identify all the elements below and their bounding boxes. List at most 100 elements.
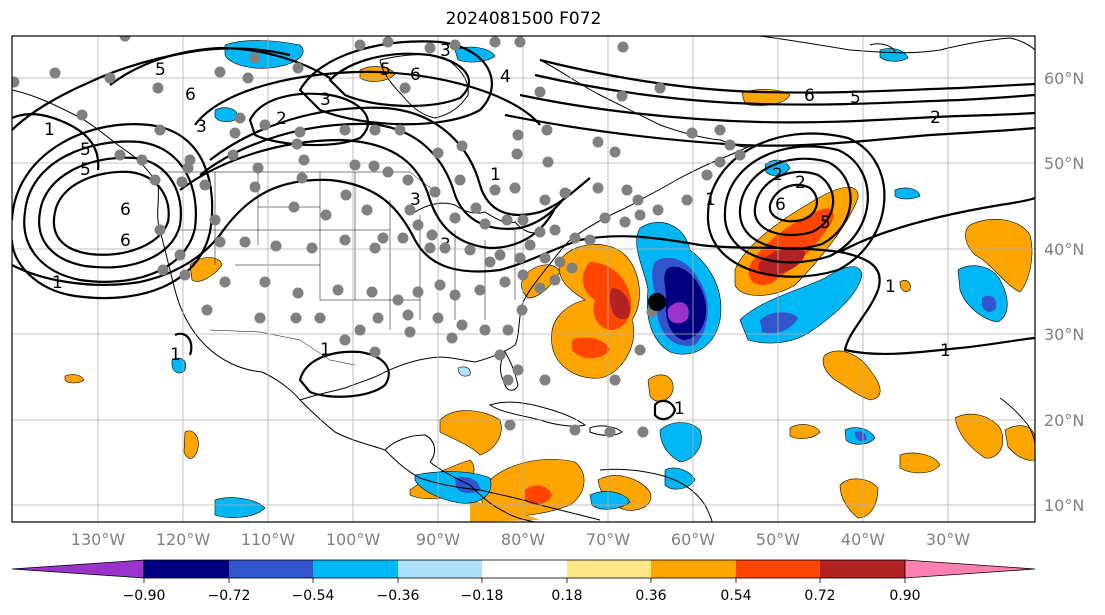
anomaly-red-south — [572, 337, 610, 359]
station-dot — [382, 166, 394, 178]
station-dot — [524, 239, 536, 251]
station-dot — [434, 279, 446, 291]
station-dot — [249, 181, 261, 193]
station-dot — [320, 209, 332, 221]
station-dot — [296, 172, 308, 184]
lon-label: 130°W — [71, 530, 126, 549]
contour-label: 2 — [795, 173, 806, 193]
station-dot — [424, 42, 436, 54]
contour-low-atl-3 — [738, 157, 852, 250]
colorbar-tick-label: −0.54 — [292, 588, 335, 604]
station-dot — [429, 186, 441, 198]
contour-label: 1 — [705, 190, 716, 210]
lon-label: 120°W — [156, 530, 211, 549]
station-dot — [259, 119, 271, 131]
station-dot — [619, 216, 631, 228]
station-dot — [517, 269, 529, 281]
contour-trough-3 — [209, 106, 591, 216]
anomaly-red-carib — [525, 485, 552, 505]
station-dot — [412, 286, 424, 298]
colorbar-extend-high — [904, 559, 1036, 579]
contour-label: 5 — [850, 88, 861, 108]
storm-position-marker — [648, 293, 666, 311]
station-dot — [229, 127, 241, 139]
grid-layer — [12, 36, 1035, 522]
station-dot — [254, 312, 266, 324]
station-dot — [339, 234, 351, 246]
contour-trough-1 — [179, 138, 556, 250]
station-dot — [566, 262, 578, 274]
lon-label: 50°W — [756, 530, 800, 549]
contour-low-pacific-2 — [38, 156, 182, 269]
anomaly-warm-w2 — [64, 374, 85, 384]
anomaly-purple-westatlantic — [667, 302, 689, 324]
anomaly-warm-sw — [189, 257, 223, 282]
anomaly-cool-ne — [764, 159, 791, 176]
contour-6-north — [328, 52, 471, 108]
contour-1-west — [12, 178, 881, 291]
station-dot — [270, 240, 282, 252]
station-dot — [502, 324, 514, 336]
contour-label: 2 — [772, 165, 783, 185]
contour-atl-ridge — [839, 196, 1035, 253]
contour-label: 3 — [440, 41, 451, 61]
colorbar-tick-label: −0.72 — [208, 588, 251, 604]
station-dot — [114, 149, 126, 161]
map-frame — [11, 35, 1036, 523]
lat-label: 20°N — [1044, 411, 1084, 430]
station-dot — [399, 82, 411, 94]
station-dot — [382, 36, 394, 48]
station-dot — [432, 312, 444, 324]
station-dot — [584, 234, 596, 246]
lon-label: 30°W — [926, 530, 970, 549]
anomaly-warm-carib2 — [439, 410, 502, 456]
station-dot — [294, 126, 306, 138]
latitude-labels: 60°N 50°N 40°N 30°N 20°N 10°N — [1044, 69, 1084, 515]
station-dot — [604, 426, 616, 438]
station-dot — [509, 182, 521, 194]
contour-label: 6 — [120, 231, 131, 251]
station-dot — [426, 229, 438, 241]
contour-label: 5 — [155, 60, 166, 80]
colorbar: −0.90 −0.72 −0.54 −0.36 −0.18 0.18 0.36 … — [11, 559, 1036, 604]
station-dot — [354, 324, 366, 336]
station-dot — [369, 346, 381, 358]
station-dot — [539, 194, 551, 206]
anomaly-warm-e3 — [899, 452, 941, 474]
station-dot — [534, 226, 546, 238]
contour-label: 1 — [170, 345, 181, 365]
colorbar-segment — [651, 560, 736, 578]
contour-trough-2 — [199, 122, 571, 230]
lon-label: 80°W — [501, 530, 545, 549]
station-dot — [559, 187, 571, 199]
station-dot — [339, 334, 351, 346]
contour-label: 1 — [52, 273, 63, 293]
station-dot — [369, 124, 381, 136]
station-dot — [349, 159, 361, 171]
station-dot — [499, 276, 511, 288]
coast-greenland — [759, 36, 1035, 54]
coast-iceland — [869, 43, 896, 53]
station-dot — [290, 312, 302, 324]
anomaly-warm-gulf — [521, 264, 561, 299]
station-dot — [514, 36, 526, 48]
longitude-labels: 130°W 120°W 110°W 100°W 90°W 80°W 70°W 6… — [71, 530, 970, 549]
station-dot — [340, 189, 352, 201]
contour-labels: 1 5 6 5 6 2 3 5 6 3 6 2 1 6 5 4 5 3 5 6 … — [44, 41, 951, 419]
station-dot — [368, 160, 380, 172]
station-dot — [227, 149, 239, 161]
station-dot — [179, 269, 191, 281]
anomaly-warm-w3 — [899, 280, 911, 292]
station-dot — [392, 294, 404, 306]
anomaly-cool-carib4 — [664, 467, 696, 490]
lon-label: 40°W — [841, 530, 885, 549]
colorbar-tick-label: −0.18 — [461, 588, 504, 604]
station-dot — [454, 174, 466, 186]
station-dot — [609, 146, 621, 158]
anomaly-cool-nw — [224, 40, 304, 69]
station-dot — [49, 67, 61, 79]
station-dot — [372, 312, 384, 324]
contour-label: 1 — [44, 120, 55, 140]
station-dot — [104, 72, 116, 84]
